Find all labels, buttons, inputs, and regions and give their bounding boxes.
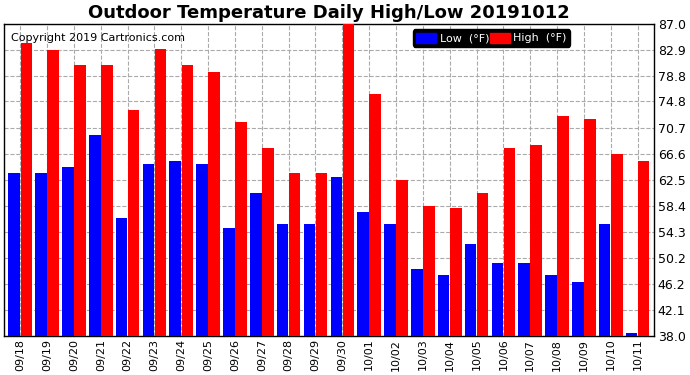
Bar — [423, 206, 435, 336]
Bar — [181, 65, 193, 336]
Bar — [35, 174, 47, 336]
Bar — [584, 119, 595, 336]
Bar — [599, 224, 611, 336]
Bar — [477, 193, 489, 336]
Bar — [491, 262, 503, 336]
Bar — [611, 154, 622, 336]
Bar — [48, 50, 59, 336]
Bar — [170, 161, 181, 336]
Bar — [369, 94, 381, 336]
Bar — [89, 135, 101, 336]
Bar — [116, 218, 128, 336]
Bar — [208, 72, 220, 336]
Bar — [262, 148, 274, 336]
Bar — [450, 209, 462, 336]
Bar — [101, 65, 112, 336]
Bar — [638, 161, 649, 336]
Bar — [572, 282, 584, 336]
Bar — [438, 275, 449, 336]
Bar — [8, 174, 20, 336]
Text: Copyright 2019 Cartronics.com: Copyright 2019 Cartronics.com — [10, 33, 185, 43]
Legend: Low  (°F), High  (°F): Low (°F), High (°F) — [413, 29, 570, 47]
Title: Outdoor Temperature Daily High/Low 20191012: Outdoor Temperature Daily High/Low 20191… — [88, 4, 570, 22]
Bar — [316, 174, 327, 336]
Bar — [75, 65, 86, 336]
Bar — [331, 177, 342, 336]
Bar — [626, 333, 638, 336]
Bar — [558, 116, 569, 336]
Bar — [304, 224, 315, 336]
Bar — [465, 243, 476, 336]
Bar — [277, 224, 288, 336]
Bar — [235, 123, 247, 336]
Bar — [250, 193, 262, 336]
Bar — [143, 164, 154, 336]
Bar — [155, 49, 166, 336]
Bar — [62, 167, 74, 336]
Bar — [128, 110, 139, 336]
Bar — [197, 164, 208, 336]
Bar — [518, 262, 530, 336]
Bar — [545, 275, 557, 336]
Bar — [384, 224, 396, 336]
Bar — [289, 174, 300, 336]
Bar — [504, 148, 515, 336]
Bar — [531, 145, 542, 336]
Bar — [411, 269, 422, 336]
Bar — [396, 180, 408, 336]
Bar — [223, 228, 235, 336]
Bar — [357, 211, 369, 336]
Bar — [21, 43, 32, 336]
Bar — [343, 14, 354, 336]
